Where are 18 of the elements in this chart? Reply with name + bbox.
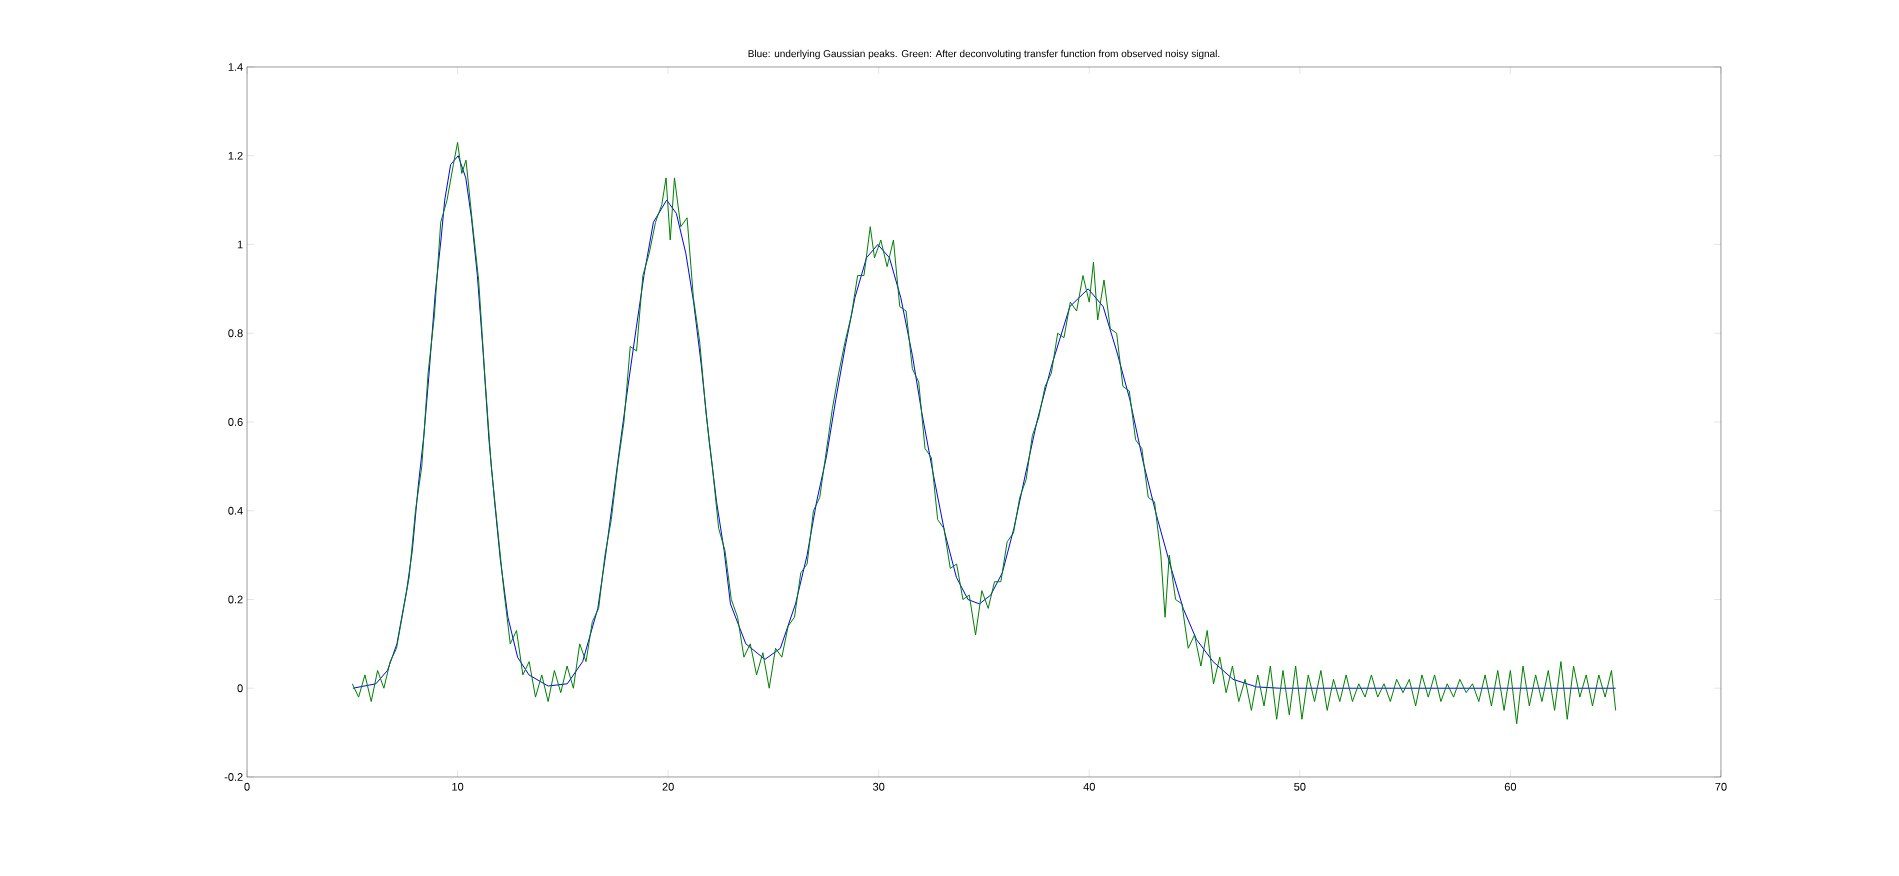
y-tick-label: 1.4 bbox=[228, 63, 243, 71]
x-tick-label: 20 bbox=[662, 782, 674, 791]
y-tick-label: 0.4 bbox=[228, 506, 243, 515]
x-tick-label: 70 bbox=[1715, 782, 1727, 791]
y-tick-label: 0.2 bbox=[228, 595, 243, 604]
y-tick-label: 0.8 bbox=[228, 329, 243, 338]
x-tick-label: 30 bbox=[873, 782, 885, 791]
x-tick-label: 10 bbox=[452, 782, 464, 791]
y-tick-label: 0 bbox=[237, 684, 243, 693]
x-tick-label: 0 bbox=[244, 782, 250, 791]
y-tick-label: 0.6 bbox=[228, 418, 243, 426]
y-tick-label: 1 bbox=[237, 240, 243, 249]
x-tick-label: 40 bbox=[1083, 782, 1095, 791]
x-tick-label: 50 bbox=[1294, 782, 1306, 791]
chart-title: Blue: underlying Gaussian peaks. Green: After deconvoluting transfer function from observed noisy signal. bbox=[748, 49, 1220, 60]
x-tick-label: 60 bbox=[1504, 782, 1517, 791]
y-tick-label: -0.2 bbox=[224, 773, 243, 781]
y-tick-label: 1.2 bbox=[228, 151, 243, 160]
